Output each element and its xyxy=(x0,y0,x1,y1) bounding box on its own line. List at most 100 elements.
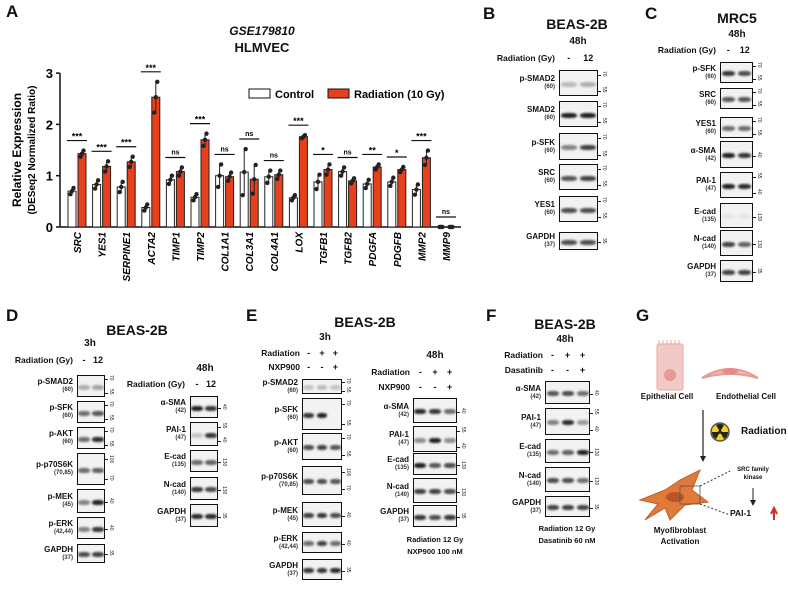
protein-band xyxy=(429,437,441,443)
protein-band xyxy=(560,239,577,245)
row-label: p-SFK (60) xyxy=(640,64,716,82)
row-label: N-cad (140) xyxy=(465,471,541,489)
molecular-weight: (47) xyxy=(175,435,186,441)
protein-band xyxy=(303,479,314,484)
marker-tick xyxy=(598,138,601,140)
marker-tick xyxy=(598,154,601,156)
condition-label: Dasatinib xyxy=(504,365,543,375)
marker-tick xyxy=(598,75,601,77)
molecular-weight: (37) xyxy=(62,554,73,561)
protein-band xyxy=(414,437,427,443)
data-point xyxy=(129,159,134,165)
protein-band xyxy=(721,97,735,102)
blot-image xyxy=(302,466,342,495)
blot-image xyxy=(302,398,342,430)
cell-line-title: BEAS-2B xyxy=(546,16,608,32)
molecular-weight: (37) xyxy=(530,507,541,514)
data-point xyxy=(127,164,132,170)
lane-label: + xyxy=(447,367,453,377)
molecular-weight: (135) xyxy=(171,462,186,468)
condition-label: Radiation (Gy) xyxy=(126,379,185,389)
blot-image xyxy=(413,453,457,475)
marker-tick xyxy=(753,133,756,135)
data-point xyxy=(424,155,429,160)
marker-tick xyxy=(753,177,756,179)
protein-name: E-cad xyxy=(519,442,541,451)
protein-name: p-SFK xyxy=(274,405,298,414)
protein-name: p-ERK xyxy=(48,519,73,528)
src-label-line: SRC family xyxy=(737,467,769,473)
protein-name: p-AKT xyxy=(49,429,73,438)
protein-name: GAPDH xyxy=(269,560,298,570)
protein-band xyxy=(738,153,752,158)
row-label: p-SMAD2 (60) xyxy=(479,74,555,92)
endothelial-cell-icon xyxy=(701,368,759,379)
data-point xyxy=(117,189,122,195)
protein-band xyxy=(92,552,104,557)
protein-name: α-SMA xyxy=(160,398,186,407)
radiation-icon xyxy=(710,422,730,442)
data-point xyxy=(178,169,183,174)
protein-band xyxy=(78,499,90,505)
protein-band xyxy=(78,436,90,442)
data-point xyxy=(276,172,281,177)
protein-name: GAPDH xyxy=(157,506,186,516)
protein-band xyxy=(191,487,203,492)
marker-tick xyxy=(753,244,756,246)
marker-tick xyxy=(105,379,108,381)
data-point xyxy=(215,184,221,190)
data-point xyxy=(81,148,86,153)
marker-tick xyxy=(598,106,601,108)
pai1-label: PAI-1 xyxy=(730,508,752,518)
molecular-weight: (60) xyxy=(705,128,716,135)
protein-name: p-ERK xyxy=(273,533,298,543)
y-tick-label: 0 xyxy=(46,220,53,235)
timepoint-label: 48h xyxy=(426,350,444,361)
molecular-weight: (42) xyxy=(530,393,541,400)
protein-band xyxy=(316,513,328,518)
data-point xyxy=(119,184,124,190)
protein-band xyxy=(580,239,597,245)
lane-label: + xyxy=(332,362,338,372)
marker-tick xyxy=(105,554,108,556)
marker-label: 55 xyxy=(601,117,607,124)
myofibroblast-icon xyxy=(638,468,731,521)
data-point xyxy=(425,148,431,153)
marker-tick xyxy=(598,241,601,243)
blot-image xyxy=(190,422,218,446)
data-point xyxy=(412,192,418,197)
bar-control xyxy=(288,197,298,228)
marker-tick xyxy=(218,489,221,491)
protein-band xyxy=(443,437,456,443)
significance-label: *** xyxy=(416,132,427,142)
blot-image xyxy=(77,401,105,423)
data-point xyxy=(415,182,421,187)
marker-tick xyxy=(753,66,756,68)
marker-tick xyxy=(218,426,221,428)
molecular-weight: (60) xyxy=(287,415,298,421)
lane-label: - xyxy=(307,348,311,358)
outcome-line: Activation xyxy=(660,537,700,546)
marker-label: 35 xyxy=(756,268,762,274)
significance-label: *** xyxy=(146,63,157,73)
bar-radiation xyxy=(397,169,407,228)
x-tick-label: TGFB2 xyxy=(344,232,355,265)
x-tick-label: TGFB1 xyxy=(319,232,330,265)
x-tick-label: TIMP2 xyxy=(196,232,207,262)
protein-band xyxy=(330,445,341,450)
bar-control xyxy=(165,179,175,228)
schematic xyxy=(638,340,778,521)
row-label: E-cad (135) xyxy=(110,452,186,470)
marker-label: 70 xyxy=(756,88,762,94)
panel-letter: D xyxy=(6,306,19,325)
molecular-weight: (60) xyxy=(544,84,555,90)
data-point xyxy=(166,181,172,187)
marker-tick xyxy=(598,90,601,92)
marker-label: 130 xyxy=(756,240,762,249)
protein-name: p-SFK xyxy=(49,403,73,412)
protein-band xyxy=(721,183,735,189)
protein-band xyxy=(721,153,735,158)
lane-label: + xyxy=(432,367,438,377)
protein-name: N-cad xyxy=(163,479,186,489)
data-point xyxy=(340,169,345,174)
